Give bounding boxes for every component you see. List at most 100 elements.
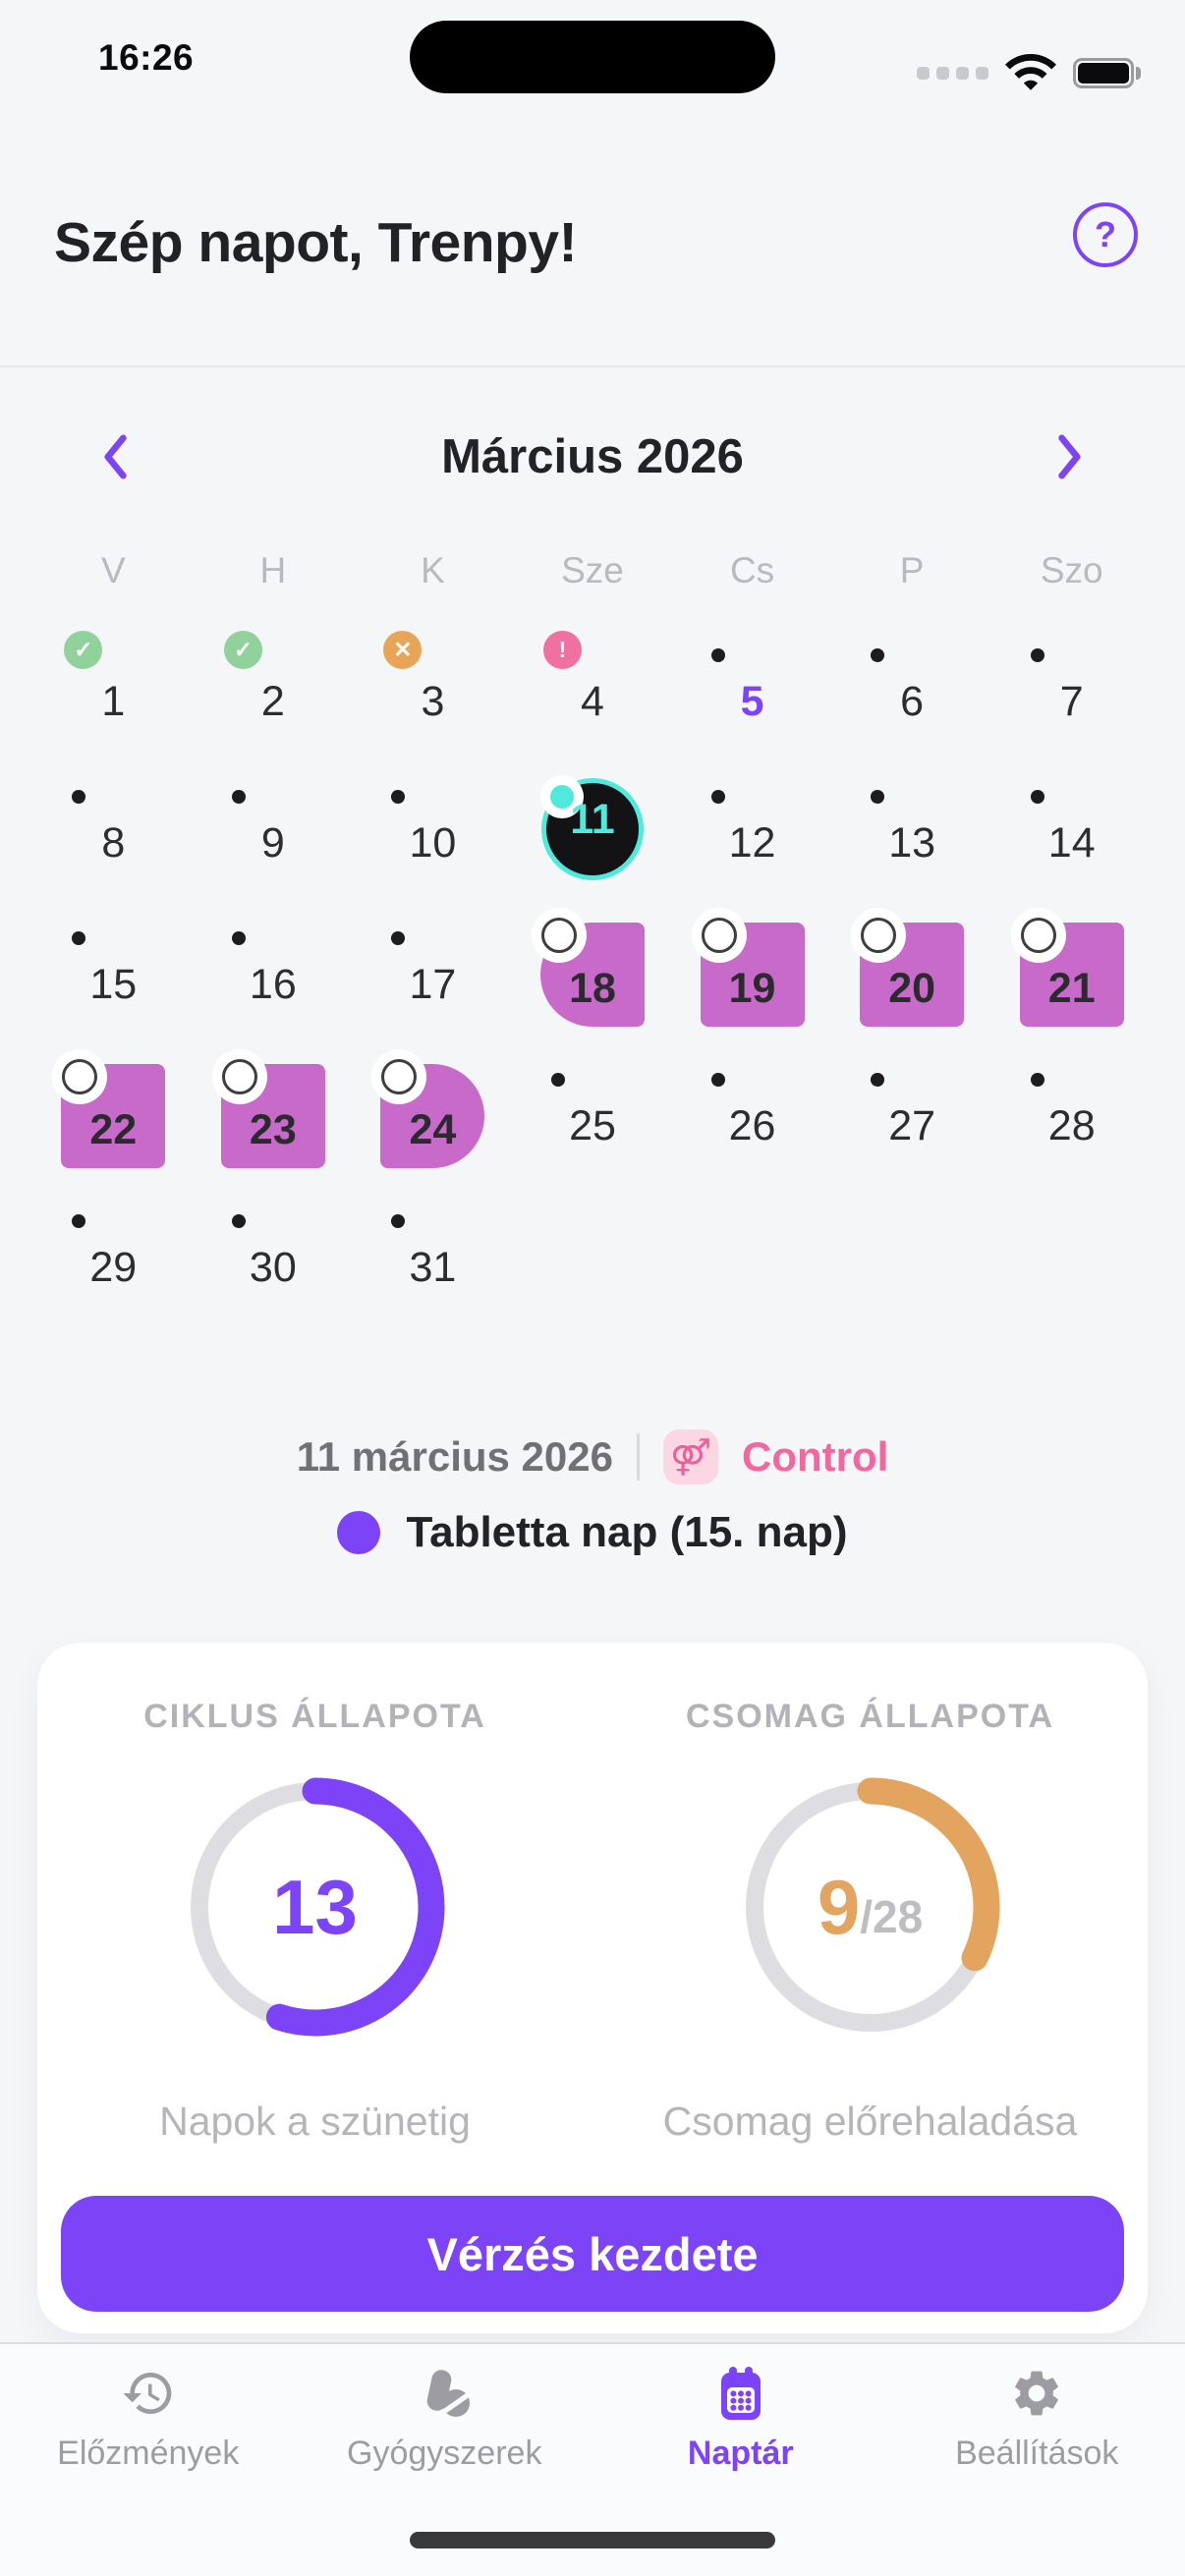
empty-ring-icon — [701, 918, 737, 953]
scheduled-dot-icon — [1030, 648, 1044, 662]
pack-progress-value: 9 — [817, 1863, 861, 1950]
prev-month-button[interactable] — [71, 428, 159, 485]
scheduled-dot-icon — [231, 790, 246, 804]
calendar-day[interactable]: 9 — [194, 768, 354, 910]
calendar-day[interactable]: 24 — [353, 1051, 513, 1193]
empty-ring-icon — [1020, 918, 1056, 953]
weekday-header-row: V H K Sze Cs P Szo — [0, 550, 1185, 591]
calendar-day[interactable]: 18 — [513, 910, 673, 1051]
dynamic-island — [410, 21, 775, 93]
page-title: Szép napot, Trenpy! — [54, 211, 578, 274]
battery-icon — [1073, 57, 1141, 88]
scheduled-dot-icon — [231, 1214, 246, 1228]
month-title: Március 2026 — [441, 430, 744, 483]
scheduled-dot-icon — [391, 1214, 406, 1228]
scheduled-dot-icon — [72, 1214, 86, 1228]
scheduled-dot-icon — [72, 790, 86, 804]
calendar-day[interactable]: 11 — [513, 768, 673, 910]
cycle-caption: Napok a szünetig — [159, 2099, 471, 2144]
calendar-day[interactable]: 29 — [33, 1193, 194, 1334]
help-icon[interactable]: ? — [1073, 202, 1138, 267]
weekday-label: P — [899, 550, 925, 590]
calendar-day[interactable]: 20 — [832, 910, 992, 1051]
calendar-day[interactable]: 30 — [194, 1193, 354, 1334]
calendar-day[interactable]: 15 — [33, 910, 194, 1051]
calendar-day[interactable]: 5 — [672, 627, 832, 768]
scheduled-dot-icon — [710, 790, 725, 804]
calendar-day[interactable]: 16 — [194, 910, 354, 1051]
scheduled-dot-icon — [231, 931, 246, 945]
empty-ring-icon — [540, 918, 577, 953]
calendar-day[interactable]: 10 — [353, 768, 513, 910]
calendar-day[interactable]: 8 — [33, 768, 194, 910]
pack-status-heading: CSOMAG ÁLLAPOTA — [685, 1698, 1054, 1735]
empty-ring-icon — [381, 1059, 418, 1094]
selected-day-info: 11 március 2026 ⚤ Control Tabletta nap (… — [0, 1428, 1185, 1560]
weekday-label: Szo — [1040, 550, 1103, 590]
calendar-day[interactable]: ✓ 1 — [33, 627, 194, 768]
calendar-day[interactable]: 7 — [991, 627, 1152, 768]
calendar-day[interactable]: ! 4 — [513, 627, 673, 768]
calendar-day[interactable]: ✓ 2 — [194, 627, 354, 768]
empty-ring-icon — [62, 1059, 98, 1094]
calendar-grid: ✓ 1 ✓ 2 ✕ 3! 4 5 6 7 8 9 10 11 12 13 14 15 16 17 18 19 20 … — [0, 627, 1185, 1334]
calendar-day[interactable]: 27 — [832, 1051, 992, 1193]
selected-date-label: 11 március 2026 — [296, 1433, 613, 1480]
weekday-label: V — [100, 550, 126, 590]
calendar-day[interactable]: 25 — [513, 1051, 673, 1193]
missed-alert-icon: ! — [542, 631, 582, 669]
calendar-day[interactable]: 12 — [672, 768, 832, 910]
calendar-icon — [720, 2367, 761, 2420]
tab-calendar[interactable]: Naptár — [592, 2366, 889, 2473]
calendar-day[interactable]: 22 — [33, 1051, 194, 1193]
calendar-day[interactable]: 19 — [672, 910, 832, 1051]
calendar-day[interactable]: 13 — [832, 768, 992, 910]
scheduled-dot-icon — [391, 790, 406, 804]
next-month-button[interactable] — [1026, 428, 1114, 485]
divider — [636, 1433, 640, 1481]
tab-settings[interactable]: Beállítások — [889, 2366, 1185, 2473]
cycle-status-heading: CIKLUS ÁLLAPOTA — [143, 1698, 486, 1735]
calendar-day[interactable]: 21 — [991, 910, 1152, 1051]
gear-icon — [1015, 2371, 1059, 2416]
pack-progress-ring: 9 /28 — [733, 1769, 1008, 2044]
tab-medications[interactable]: Gyógyszerek — [297, 2366, 593, 2473]
scheduled-dot-icon — [550, 1073, 565, 1087]
calendar-day[interactable]: 6 — [832, 627, 992, 768]
calendar-day[interactable]: 23 — [194, 1051, 354, 1193]
calendar-nav: Március 2026 — [0, 428, 1185, 485]
status-time: 16:26 — [98, 37, 195, 78]
calendar-day[interactable]: 14 — [991, 768, 1152, 910]
skipped-cross-icon: ✕ — [383, 631, 423, 669]
pack-caption: Csomag előrehaladása — [662, 2099, 1078, 2144]
medication-name: Control — [741, 1433, 889, 1480]
scheduled-dot-icon — [871, 1073, 885, 1087]
calendar-day[interactable]: 28 — [991, 1051, 1152, 1193]
today-dot-icon — [549, 785, 574, 809]
pack-progress-total: /28 — [860, 1891, 924, 1942]
scheduled-dot-icon — [1030, 790, 1044, 804]
calendar-day[interactable]: 31 — [353, 1193, 513, 1334]
weekday-label: Cs — [729, 550, 775, 590]
calendar-day[interactable]: 26 — [672, 1051, 832, 1193]
chevron-left-icon — [104, 434, 127, 479]
start-bleeding-button[interactable]: Vérzés kezdete — [61, 2196, 1124, 2312]
gender-symbols-icon: ⚤ — [662, 1429, 718, 1484]
greeting-header: Szép napot, Trenpy! ? — [0, 108, 1185, 367]
scheduled-dot-icon — [871, 790, 885, 804]
scheduled-dot-icon — [391, 931, 406, 945]
home-indicator[interactable] — [410, 2532, 775, 2548]
taken-check-icon: ✓ — [223, 631, 262, 669]
pill-day-label: Tabletta nap (15. nap) — [406, 1508, 848, 1556]
calendar-day[interactable]: 17 — [353, 910, 513, 1051]
pill-day-dot — [337, 1511, 381, 1554]
weekday-label: K — [421, 550, 445, 590]
tab-history[interactable]: Előzmények — [0, 2366, 297, 2473]
scheduled-dot-icon — [1030, 1073, 1044, 1087]
pills-icon — [426, 2370, 471, 2417]
empty-ring-icon — [861, 918, 897, 953]
calendar-day[interactable]: ✕ 3 — [353, 627, 513, 768]
taken-check-icon: ✓ — [64, 631, 103, 669]
wifi-icon — [1005, 53, 1056, 92]
cycle-days-value: 13 — [272, 1863, 358, 1950]
